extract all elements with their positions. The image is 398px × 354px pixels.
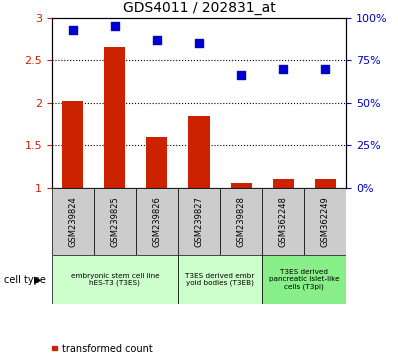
Point [322, 66, 328, 72]
Title: GDS4011 / 202831_at: GDS4011 / 202831_at [123, 1, 275, 15]
Point [238, 73, 244, 78]
Text: GSM239827: GSM239827 [195, 196, 203, 247]
Text: GSM239824: GSM239824 [68, 196, 77, 247]
Bar [262, 188, 304, 255]
Bar [220, 188, 262, 255]
Point [112, 23, 118, 29]
Text: cell type: cell type [4, 275, 46, 285]
Text: GSM239825: GSM239825 [110, 196, 119, 247]
Text: GSM239826: GSM239826 [152, 196, 162, 247]
Point [280, 66, 286, 72]
Bar [136, 188, 178, 255]
Text: ▶: ▶ [34, 275, 41, 285]
Point [70, 28, 76, 33]
Bar [178, 188, 220, 255]
Text: GSM239828: GSM239828 [236, 196, 246, 247]
Bar [315, 179, 336, 188]
Bar [273, 179, 294, 188]
Bar [52, 255, 178, 304]
Bar [62, 101, 83, 188]
Point [154, 37, 160, 42]
Bar [304, 188, 346, 255]
Bar [94, 188, 136, 255]
Text: T3ES derived
pancreatic islet-like
cells (T3pi): T3ES derived pancreatic islet-like cells… [269, 269, 339, 290]
Text: transformed count: transformed count [62, 344, 153, 354]
Bar [146, 137, 168, 188]
Bar [262, 255, 346, 304]
Bar [52, 188, 94, 255]
Text: T3ES derived embr
yoid bodies (T3EB): T3ES derived embr yoid bodies (T3EB) [185, 273, 255, 286]
Text: embryonic stem cell line
hES-T3 (T3ES): embryonic stem cell line hES-T3 (T3ES) [70, 273, 159, 286]
Text: GSM362249: GSM362249 [321, 196, 330, 247]
Bar [178, 255, 262, 304]
Bar [230, 183, 252, 188]
Point [196, 40, 202, 46]
Bar [104, 47, 125, 188]
Bar [189, 116, 209, 188]
Text: GSM362248: GSM362248 [279, 196, 288, 247]
